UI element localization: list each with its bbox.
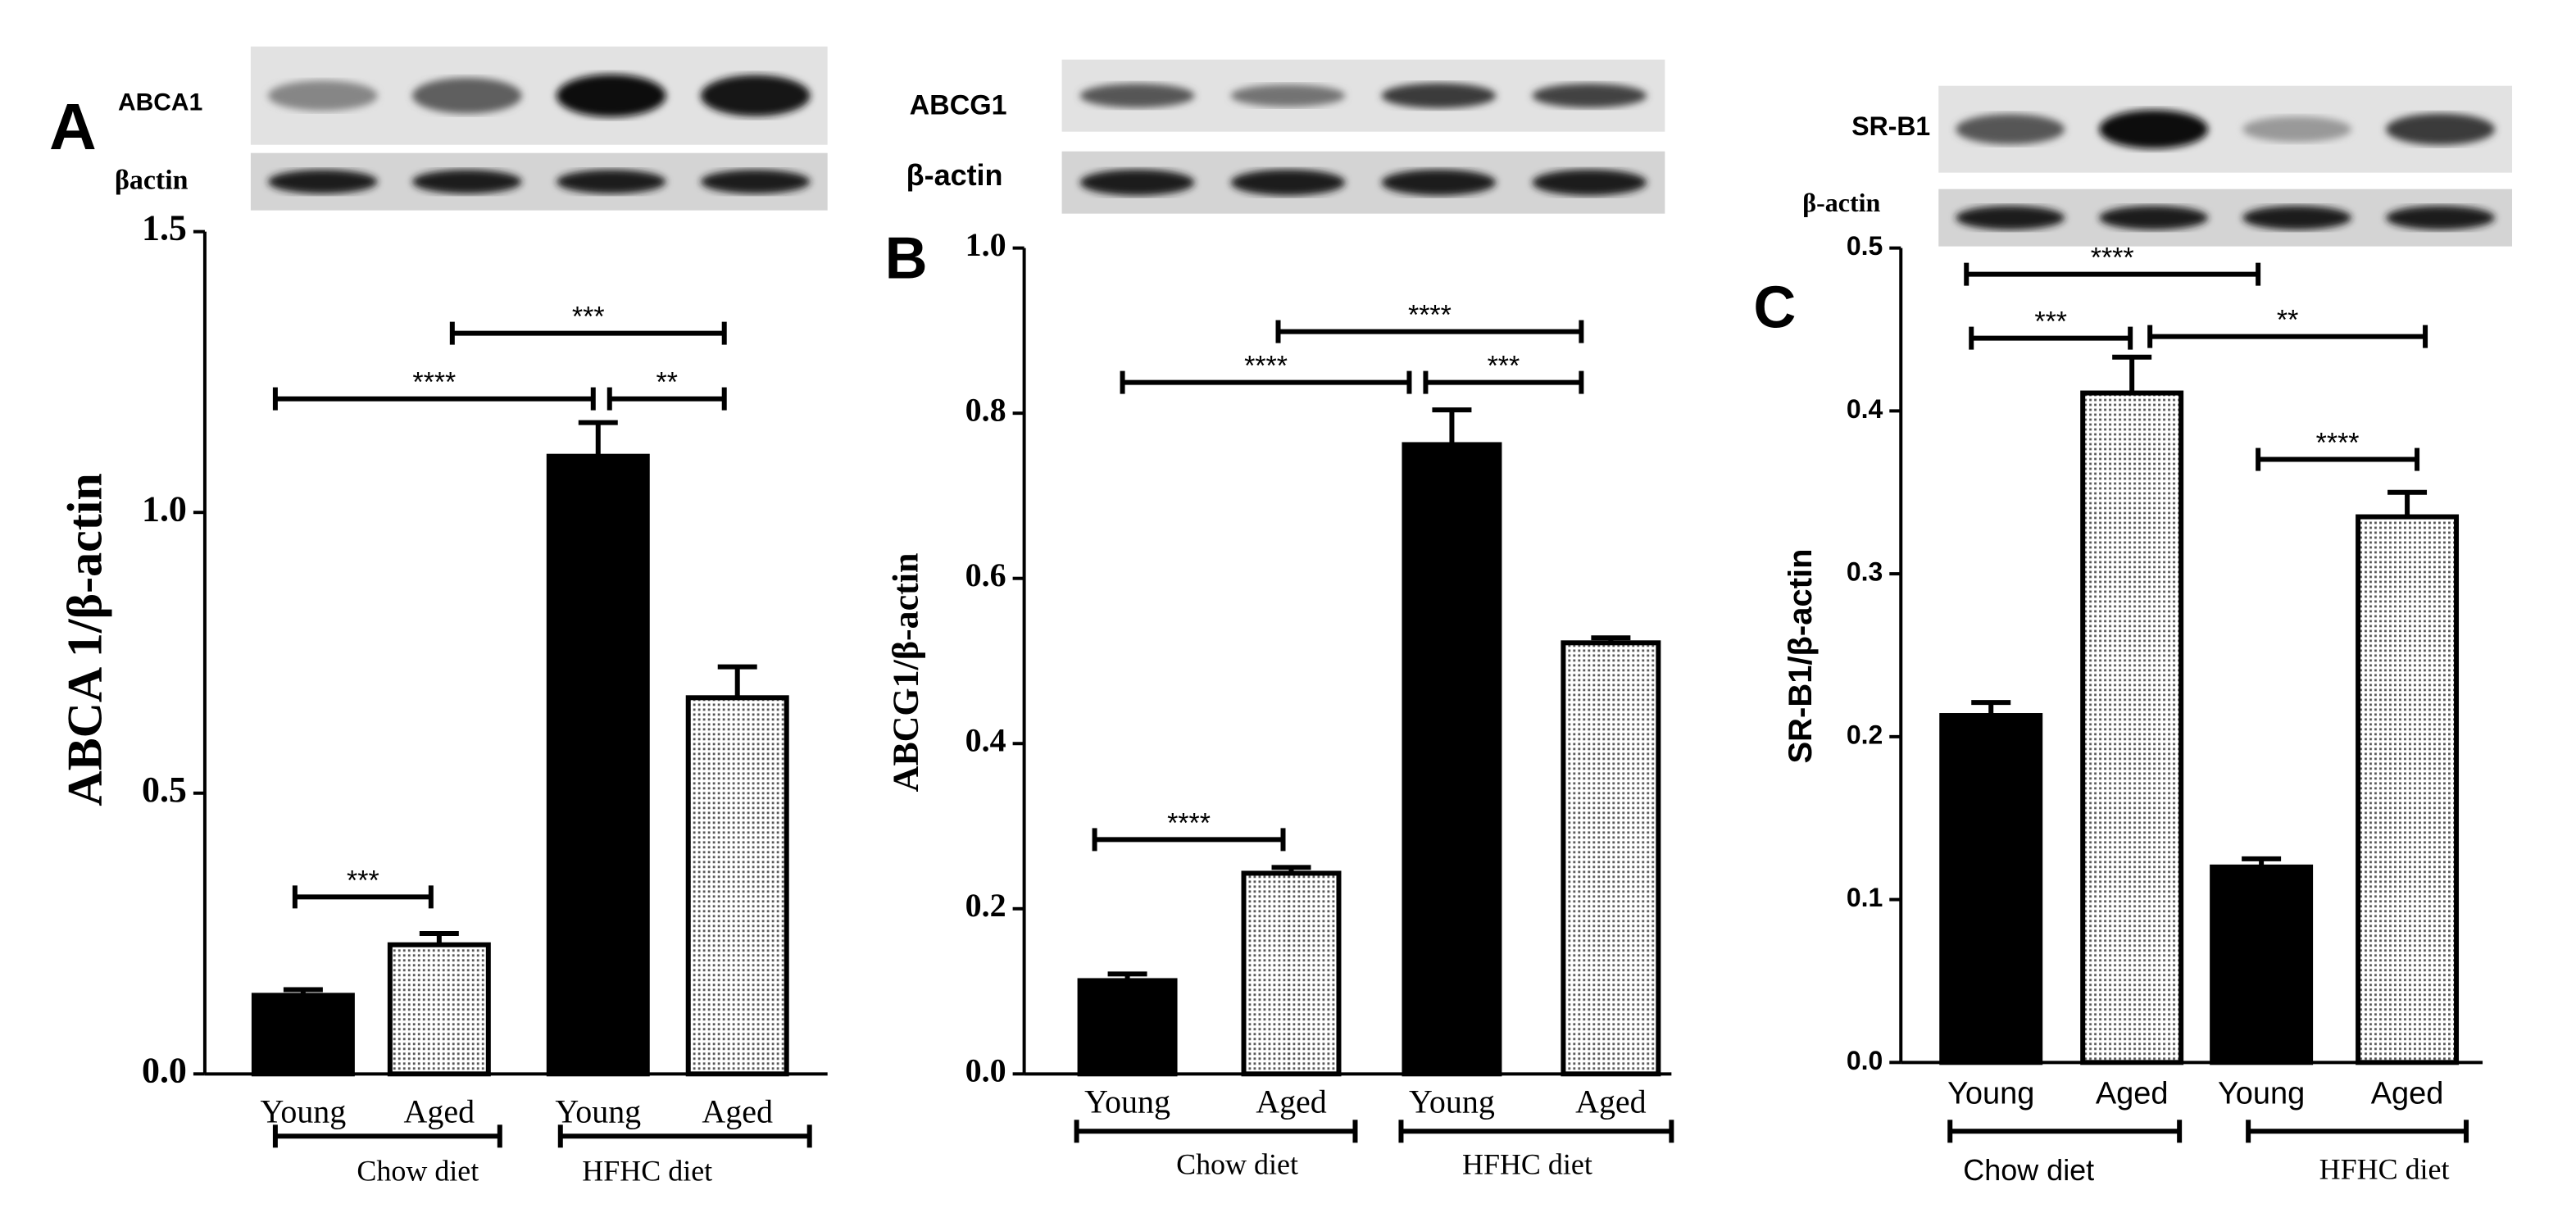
blot-band (2099, 109, 2209, 149)
y-tick-label: 0.6 (965, 556, 1006, 593)
significance-label: **** (412, 367, 456, 398)
blot-band (2386, 205, 2496, 230)
y-tick-label: 0.4 (1847, 394, 1883, 424)
x-tick-label: Aged (404, 1093, 475, 1129)
blot-label: β-actin (906, 158, 1003, 192)
blot-band (1381, 83, 1497, 109)
group-label: Chow diet (357, 1155, 479, 1188)
x-tick-label: Young (260, 1093, 346, 1129)
y-tick-label: 0.5 (142, 770, 187, 810)
blot-band (1230, 84, 1346, 107)
significance-label: *** (1488, 351, 1520, 382)
blot-band (1079, 83, 1195, 108)
bar (251, 993, 355, 1077)
y-axis-label: SR-B1/β-actin (1783, 548, 1819, 763)
significance-label: **** (2316, 428, 2360, 459)
panel-letter: C (1753, 275, 1796, 341)
blot-band (1230, 169, 1346, 196)
significance-label: **** (1167, 807, 1211, 838)
bar (1561, 640, 1661, 1077)
bar (2356, 514, 2460, 1065)
blot-band (1532, 83, 1647, 108)
x-tick-label: Aged (1256, 1083, 1327, 1120)
y-tick-label: 0.4 (965, 721, 1006, 758)
blot-band (411, 169, 522, 194)
blot-band (1956, 114, 2065, 145)
blot-band (700, 75, 811, 116)
blot-label: ABCA1 (118, 89, 202, 116)
blot-band (1079, 169, 1195, 196)
panel-letter: A (49, 90, 97, 163)
significance-label: *** (2034, 307, 2067, 338)
y-tick-label: 0.2 (965, 887, 1006, 924)
y-tick-label: 0.8 (965, 391, 1006, 428)
bar (387, 942, 491, 1077)
bar (685, 695, 789, 1077)
x-tick-label: Young (1084, 1083, 1170, 1120)
bar (2080, 390, 2184, 1065)
significance-label: *** (572, 302, 605, 333)
group-label: Chow diet (1963, 1153, 2094, 1187)
blot-band (700, 169, 811, 194)
group-label: Chow diet (1176, 1148, 1298, 1181)
blot-band (2099, 205, 2209, 230)
x-tick-label: Young (1409, 1083, 1495, 1120)
x-tick-label: Aged (2096, 1076, 2169, 1111)
group-label: HFHC diet (2319, 1153, 2450, 1186)
blot-band (1956, 205, 2065, 230)
y-tick-label: 0.1 (1847, 883, 1883, 912)
group-label: HFHC diet (582, 1155, 712, 1188)
x-tick-label: Aged (1575, 1083, 1647, 1120)
significance-label: *** (347, 865, 379, 896)
blot-band (1532, 169, 1647, 196)
bar (1939, 713, 2043, 1065)
y-tick-label: 0.3 (1847, 557, 1883, 587)
y-tick-label: 1.0 (965, 226, 1006, 263)
significance-label: ** (2277, 305, 2298, 336)
blot-band (556, 169, 666, 194)
significance-label: ** (656, 367, 678, 398)
blot-label: βactin (115, 165, 189, 195)
y-tick-label: 0.5 (1847, 231, 1883, 261)
x-tick-label: Young (1947, 1076, 2034, 1111)
panel-letter: B (885, 226, 928, 292)
blot-label: SR-B1 (1851, 111, 1930, 141)
y-axis-label: ABCG1/β-actin (886, 553, 926, 793)
significance-label: **** (1408, 300, 1452, 331)
blot-band (556, 74, 666, 117)
bar (1402, 442, 1502, 1077)
blot-band (268, 80, 378, 111)
y-tick-label: 1.0 (142, 488, 187, 529)
bar (1241, 870, 1342, 1077)
significance-label: **** (1244, 351, 1288, 382)
blot-band (2386, 113, 2496, 145)
x-tick-label: Young (2218, 1076, 2305, 1111)
significance-label: **** (2091, 243, 2134, 274)
bar (1077, 978, 1178, 1077)
y-tick-label: 0.0 (965, 1052, 1006, 1088)
y-tick-label: 0.0 (142, 1050, 187, 1090)
y-tick-label: 0.2 (1847, 720, 1883, 749)
blot-label: ABCG1 (910, 90, 1007, 121)
blot-band (268, 169, 378, 194)
blot-band (1381, 169, 1497, 196)
y-axis-label: ABCA 1/β-actin (58, 473, 112, 806)
blot-band (2242, 205, 2352, 230)
blot-band (2242, 116, 2352, 143)
blot-label: β-actin (1802, 189, 1880, 217)
bar (2210, 864, 2314, 1065)
bar (546, 453, 650, 1077)
x-tick-label: Young (555, 1093, 641, 1129)
x-tick-label: Aged (2371, 1076, 2444, 1111)
group-label: HFHC diet (1462, 1148, 1592, 1181)
x-tick-label: Aged (702, 1093, 773, 1129)
blot-band (411, 77, 522, 114)
y-tick-label: 0.0 (1847, 1046, 1883, 1075)
y-tick-label: 1.5 (142, 208, 187, 248)
